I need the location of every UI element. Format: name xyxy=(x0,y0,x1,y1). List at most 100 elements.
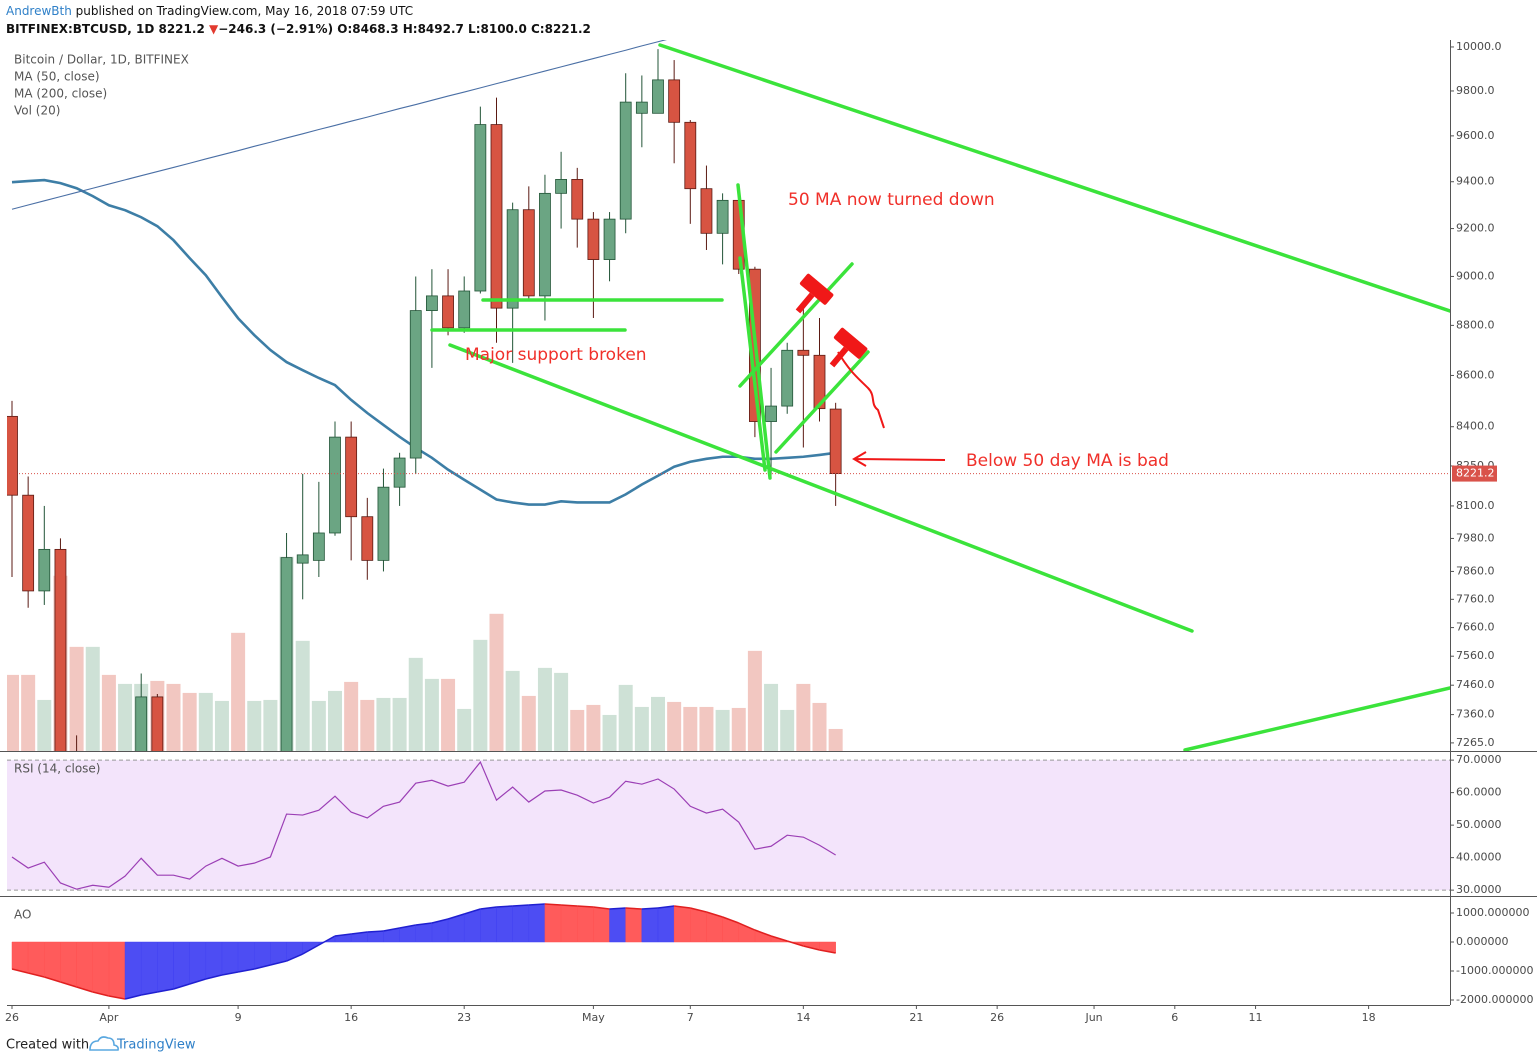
x-tick-label: 26 xyxy=(990,1011,1004,1024)
y-tick-label: 7460.0 xyxy=(1456,678,1495,691)
y-tick-label: 10000.0 xyxy=(1456,40,1502,53)
candle-body xyxy=(700,188,713,234)
x-tick-label: 14 xyxy=(796,1011,810,1024)
rsi-band xyxy=(7,760,1450,891)
volume-bar xyxy=(344,681,359,751)
candle-body xyxy=(539,192,551,297)
header: AndrewBth published on TradingView.com, … xyxy=(6,4,413,18)
y-tick-label: 7360.0 xyxy=(1456,708,1495,721)
y-tick-label: -2000.000000 xyxy=(1456,993,1533,1006)
volume-bar xyxy=(537,667,552,751)
annotation: 50 MA now turned down xyxy=(788,190,995,210)
ao-area xyxy=(124,941,142,1000)
volume-bar xyxy=(764,683,779,751)
y-tick-label: 7560.0 xyxy=(1456,649,1495,662)
legend-title: Bitcoin / Dollar, 1D, BITFINEX xyxy=(14,53,189,67)
x-tick-label: 6 xyxy=(1171,1011,1178,1024)
volume-bar xyxy=(21,674,36,751)
y-tick-label: 70.0000 xyxy=(1456,753,1502,766)
ao-line xyxy=(351,931,368,935)
legend-entry: MA (50, close) xyxy=(14,70,100,84)
volume-bar xyxy=(489,613,504,751)
ao-line xyxy=(383,927,400,932)
volume-bar xyxy=(473,639,488,751)
author: AndrewBth xyxy=(6,4,72,18)
ao-line xyxy=(512,904,529,907)
candle-body xyxy=(635,101,648,114)
trendline xyxy=(1183,686,1450,751)
ao-line xyxy=(60,981,77,988)
volume-bar xyxy=(424,678,439,751)
channel-line xyxy=(774,350,870,454)
ao-line xyxy=(593,906,610,910)
ao-line xyxy=(544,903,562,906)
ao-line xyxy=(657,905,675,909)
candle-body xyxy=(345,436,358,518)
ao-area xyxy=(44,941,61,983)
candle-body xyxy=(668,79,681,123)
volume-bar xyxy=(408,657,423,751)
y-tick-label: 9400.0 xyxy=(1456,175,1495,188)
ao-area xyxy=(108,941,126,1000)
volume-bar xyxy=(101,674,116,751)
volume-bar xyxy=(586,704,601,751)
x-tick-label: 26 xyxy=(5,1011,19,1024)
y-tick-label: 7860.0 xyxy=(1456,564,1495,577)
volume-bar xyxy=(715,709,730,751)
volume-bar xyxy=(651,696,665,751)
ao-area xyxy=(189,941,207,985)
x-tick-label: 21 xyxy=(909,1011,923,1024)
candle-body xyxy=(7,415,18,496)
candle-body xyxy=(361,516,374,561)
ao-line xyxy=(27,972,45,978)
last-price-box xyxy=(1452,465,1497,482)
ao-area xyxy=(690,907,707,943)
y-tick-label: 9000.0 xyxy=(1456,269,1495,282)
ao-line xyxy=(528,903,545,906)
candle-body xyxy=(168,890,179,896)
candle-body xyxy=(393,457,406,488)
volume-bar xyxy=(570,709,585,751)
volume-bar xyxy=(69,646,84,751)
candle-body xyxy=(458,290,471,329)
footer-brand[interactable]: TradingView xyxy=(116,1038,196,1053)
ao-line xyxy=(157,988,174,993)
ao-area xyxy=(205,941,223,980)
ao-area xyxy=(593,906,610,943)
ao-line xyxy=(770,935,788,942)
ao-line xyxy=(496,905,513,908)
ao-line xyxy=(819,949,836,954)
candle-body xyxy=(522,209,535,297)
candle-body xyxy=(490,124,503,309)
candle-body xyxy=(619,101,632,220)
ao-area xyxy=(27,941,45,978)
ao-line xyxy=(706,911,723,918)
volume-bar xyxy=(812,702,827,751)
volume-bar xyxy=(554,672,569,751)
ohlc: O:8468.3 H:8492.7 L:8100.0 C:8221.2 xyxy=(337,22,591,36)
ao-line xyxy=(76,986,93,993)
ao-line xyxy=(674,905,691,909)
moving-average xyxy=(11,178,836,506)
ao-line xyxy=(286,953,303,962)
y-tick-label: 7980.0 xyxy=(1456,531,1495,544)
ao-area xyxy=(367,930,384,943)
candle-body xyxy=(684,121,697,190)
ao-area xyxy=(157,941,174,993)
rsi-panel xyxy=(7,759,1450,891)
y-tick-label: 8600.0 xyxy=(1456,368,1495,381)
y-tick-label: 9600.0 xyxy=(1456,129,1495,142)
y-tick-label: 7660.0 xyxy=(1456,621,1495,634)
ao-area xyxy=(528,903,546,943)
candle-body xyxy=(652,79,664,114)
volume-bar xyxy=(602,714,617,751)
ao-line xyxy=(254,964,271,970)
ao-line xyxy=(690,907,707,913)
ao-line xyxy=(205,974,223,980)
symbol: BITFINEX:BTCUSD, 1D xyxy=(6,22,154,36)
last-price-label: 8221.2 xyxy=(1456,467,1495,480)
volume-bar xyxy=(231,632,246,751)
volume-bar xyxy=(37,699,52,751)
ao-line xyxy=(561,904,578,907)
